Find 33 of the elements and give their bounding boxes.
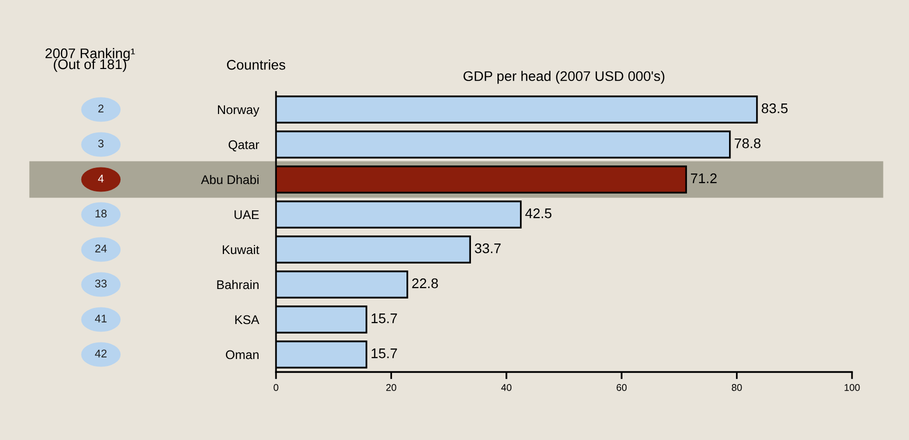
text: 4: [98, 174, 104, 182]
data-label: 22.8: [412, 278, 438, 288]
y-tick-label: Oman: [226, 350, 259, 360]
data-label: 33.7: [474, 243, 501, 254]
data-label: 78.8: [734, 138, 760, 148]
text: 2: [98, 104, 104, 112]
y-tick-label: Norway: [218, 105, 260, 117]
data-label: 83.5: [762, 103, 788, 114]
text: 41: [94, 314, 107, 322]
text: 42: [94, 350, 107, 358]
y-tick-label: Qatar: [228, 140, 260, 152]
text: 2007 Ranking¹ (Out of 181): [46, 48, 135, 72]
data-label: 42.5: [525, 208, 552, 218]
x-tick-label: 80: [732, 384, 742, 391]
data-label: 15.7: [372, 348, 397, 358]
text: 18: [96, 210, 107, 218]
x-tick-label: 60: [616, 384, 627, 391]
x-tick-label: 0: [274, 384, 278, 391]
y-tick-label: Abu Dhabi: [200, 174, 258, 184]
chart-title: GDP per head (2007 USD 000's): [464, 70, 664, 84]
data-label: 15.7: [372, 314, 397, 324]
y-tick-label: UAE: [234, 210, 259, 220]
text: 3: [98, 140, 104, 148]
x-tick-label: 20: [386, 384, 396, 391]
data-label: 71.2: [690, 173, 717, 184]
y-tick-label: Bahrain: [217, 280, 259, 290]
y-tick-label: Kuwait: [222, 244, 260, 254]
x-tick-label: 40: [501, 384, 512, 391]
y-tick-label: KSA: [235, 315, 260, 324]
text: 24: [95, 244, 107, 252]
x-tick-label: 100: [844, 384, 860, 391]
text: 33: [95, 280, 107, 288]
text: Countries: [226, 60, 286, 70]
